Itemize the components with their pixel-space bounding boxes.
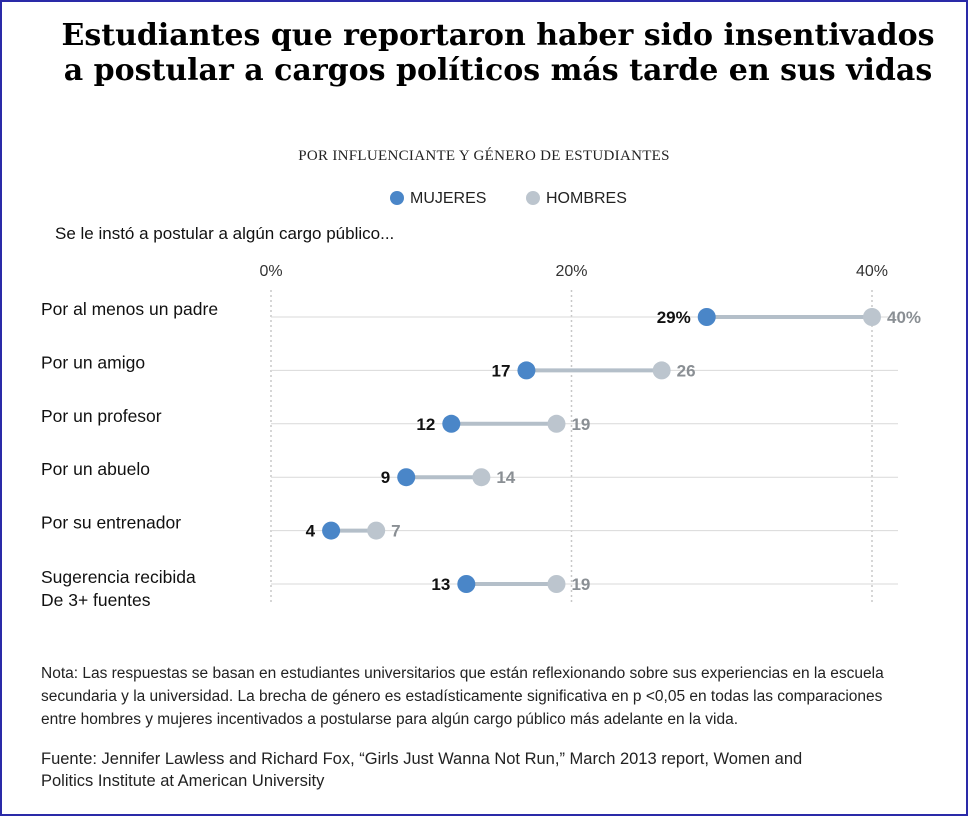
men-value-label: 7	[391, 522, 400, 541]
women-dot	[697, 308, 716, 326]
question-label: Se le instó a postular a algún cargo púb…	[55, 224, 395, 243]
women-dot	[517, 361, 536, 380]
footnote: Nota: Las respuestas se basan en estudia…	[41, 665, 884, 728]
women-dot	[457, 575, 476, 593]
men-value-label: 40%	[887, 308, 921, 327]
legend-men-dot	[526, 191, 540, 205]
x-tick-label: 0%	[259, 263, 282, 280]
x-tick-label: 40%	[856, 263, 888, 280]
chart-title-line-1: Estudiantes que reportaron haber sido in…	[61, 18, 935, 53]
men-dot	[367, 521, 386, 540]
men-dot	[863, 308, 881, 326]
category-label: Por un profesor	[41, 406, 162, 426]
chart-title-line-2: a postular a cargos políticos más tarde …	[63, 53, 933, 88]
men-value-label: 19	[571, 415, 590, 434]
women-value-label: 17	[492, 361, 511, 380]
chart-subtitle: POR INFLUENCIANTE Y GÉNERO DE ESTUDIANTE…	[298, 148, 670, 164]
men-value-label: 26	[677, 361, 696, 380]
category-label: Por un abuelo	[41, 459, 150, 479]
x-tick-label: 20%	[555, 263, 587, 280]
men-dot	[652, 361, 671, 380]
women-dot	[397, 468, 416, 487]
category-label: Por un amigo	[41, 352, 145, 372]
legend-women-label: MUJERES	[410, 190, 487, 207]
men-dot	[472, 468, 491, 487]
dot-plot: 0% 20% 40% Por al menos un padre 29% 40% Por u…	[41, 263, 921, 610]
legend-women-dot	[390, 191, 404, 205]
legend: MUJERES HOMBRES	[0, 189, 968, 211]
category-label: Por su entrenador	[41, 513, 181, 533]
women-value-label: 13	[431, 575, 450, 594]
men-dot	[547, 414, 566, 433]
category-label: Por al menos un padre	[41, 299, 218, 319]
legend-item-women: MUJERES	[390, 189, 486, 209]
men-value-label: 19	[571, 575, 590, 594]
men-dot	[547, 575, 566, 593]
source-note: Fuente: Jennifer Lawless and Richard Fox…	[41, 750, 803, 790]
legend-item-men: HOMBRES	[526, 189, 627, 209]
women-dot	[442, 414, 461, 433]
category-label: Sugerencia recibida De 3+ fuentes	[41, 567, 196, 610]
women-value-label: 29%	[657, 308, 691, 327]
women-dot	[322, 521, 341, 540]
women-value-label: 4	[306, 522, 316, 541]
women-value-label: 12	[416, 415, 435, 434]
men-value-label: 14	[496, 468, 515, 487]
legend-men-label: HOMBRES	[546, 190, 627, 207]
women-value-label: 9	[381, 468, 390, 487]
